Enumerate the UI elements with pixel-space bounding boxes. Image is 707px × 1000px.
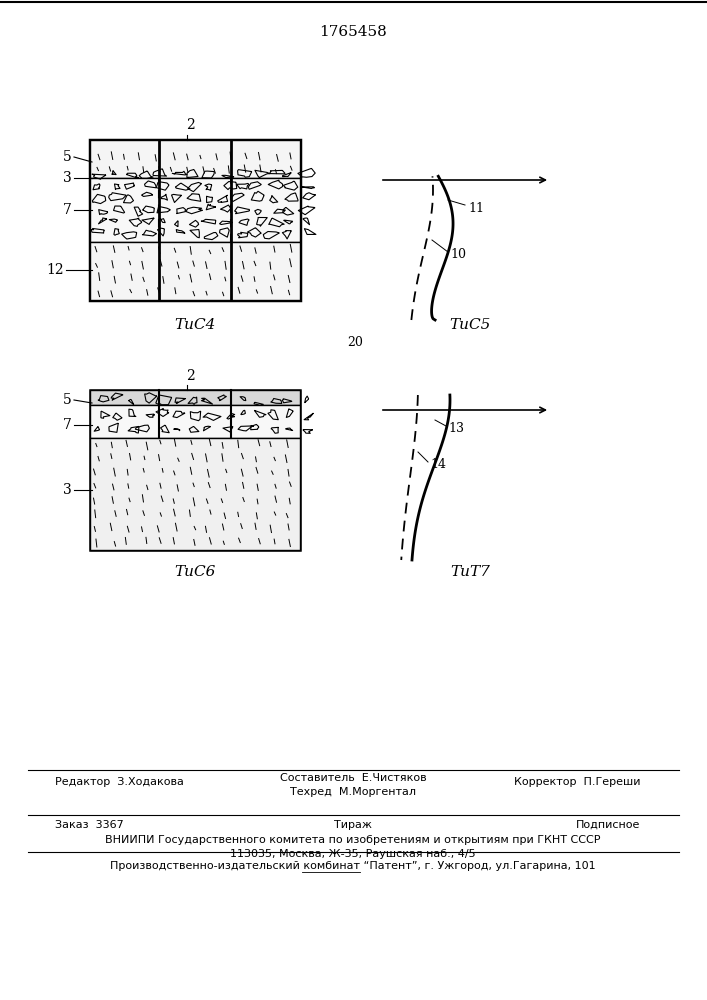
- Bar: [90, 405, 300, 438]
- Text: ΤиТ7: ΤиТ7: [450, 565, 490, 579]
- Text: 5: 5: [63, 150, 72, 164]
- Text: 5: 5: [63, 393, 72, 407]
- Text: Производственно-издательский комбинат “Патент”, г. Ужгород, ул.Гагарина, 101: Производственно-издательский комбинат “П…: [110, 861, 596, 871]
- Bar: [90, 140, 300, 300]
- Bar: [90, 438, 300, 550]
- Text: 20: 20: [347, 336, 363, 349]
- Text: ΤиС6: ΤиС6: [175, 565, 216, 579]
- Text: Техред  М.Моргентал: Техред М.Моргентал: [290, 787, 416, 797]
- Text: 7: 7: [63, 203, 72, 217]
- Text: Составитель  Е.Чистяков: Составитель Е.Чистяков: [280, 773, 426, 783]
- Text: Корректор  П.Гереши: Корректор П.Гереши: [513, 777, 640, 787]
- Bar: [90, 178, 300, 242]
- Text: 12: 12: [47, 263, 64, 277]
- Text: 3: 3: [63, 171, 72, 185]
- Text: Заказ  3367: Заказ 3367: [55, 820, 124, 830]
- Text: 2: 2: [186, 369, 194, 383]
- Bar: [90, 242, 300, 300]
- Text: 7: 7: [63, 418, 72, 432]
- Text: 113035, Москва, Ж-35, Раушская наб., 4/5: 113035, Москва, Ж-35, Раушская наб., 4/5: [230, 849, 476, 859]
- Text: Редактор  З.Ходакова: Редактор З.Ходакова: [55, 777, 184, 787]
- Text: 11: 11: [468, 202, 484, 215]
- Text: ΤиС4: ΤиС4: [175, 318, 216, 332]
- Bar: [90, 140, 300, 178]
- Text: 13: 13: [448, 422, 464, 434]
- Text: Подписное: Подписное: [575, 820, 640, 830]
- Text: 1765458: 1765458: [319, 25, 387, 39]
- Bar: [90, 390, 300, 405]
- Text: 14: 14: [430, 458, 446, 472]
- Text: ВНИИПИ Государственного комитета по изобретениям и открытиям при ГКНТ СССР: ВНИИПИ Государственного комитета по изоб…: [105, 835, 601, 845]
- Text: 10: 10: [450, 248, 466, 261]
- Text: ΤиС5: ΤиС5: [450, 318, 491, 332]
- Bar: [90, 390, 300, 550]
- Text: 3: 3: [63, 483, 72, 497]
- Text: 2: 2: [186, 118, 194, 132]
- Text: Тираж: Тираж: [334, 820, 372, 830]
